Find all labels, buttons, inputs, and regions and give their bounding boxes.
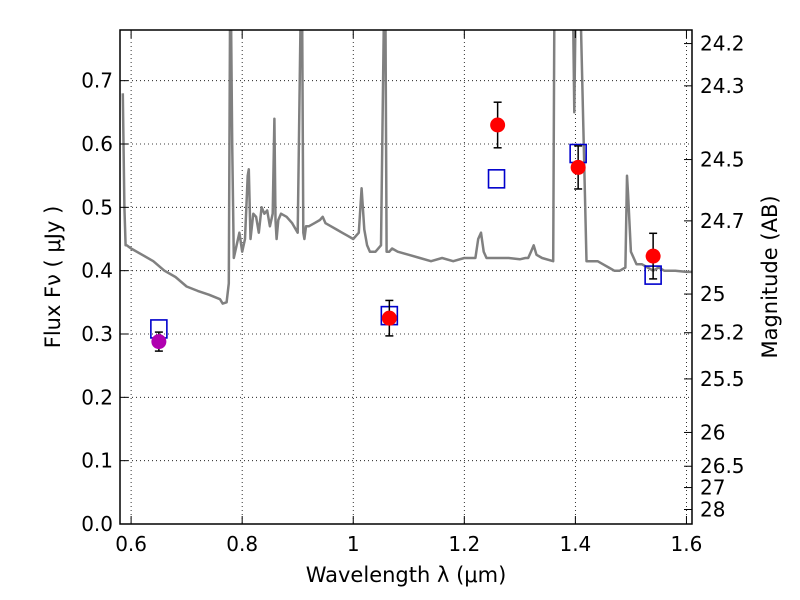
ticks: 0.6 0.8 1 1.2 1.4 1.6 0.0 0.1 0.2 0.3 0.4 0.5 0.6 0.7…: [81, 30, 745, 556]
mag-tick-label: 26: [700, 420, 725, 444]
model-spectrum-line: [121, 30, 692, 305]
mag-tick-label: 27: [700, 476, 725, 500]
observed-flux-point: [490, 117, 506, 133]
mag-tick-label: 25.5: [700, 367, 745, 391]
y-tick-label: 0.6: [81, 132, 113, 156]
x-tick-label: 0.8: [226, 532, 258, 556]
series-layer: [121, 30, 692, 352]
mag-tick-label: 24.5: [700, 148, 745, 172]
x-axis-label: Wavelength λ (μm): [306, 563, 507, 587]
y-tick-label: 0.1: [81, 449, 113, 473]
observed-flux-point: [570, 159, 586, 175]
grid: [120, 30, 692, 525]
y-tick-label: 0.3: [81, 322, 113, 346]
y-axis-label: Flux Fν ( μJy ): [41, 206, 65, 349]
x-tick-label: 1.2: [448, 532, 480, 556]
y-tick-label: 0.5: [81, 195, 113, 219]
y-tick-label: 0.4: [81, 259, 113, 283]
y-tick-label: 0.7: [81, 69, 113, 93]
x-tick-label: 1.4: [559, 532, 591, 556]
right-axis-label: Magnitude (AB): [758, 195, 782, 358]
mag-tick-label: 28: [700, 497, 725, 521]
mag-tick-label: 24.7: [700, 209, 745, 233]
model-square-point: [487, 169, 506, 189]
x-tick-label: 0.6: [115, 532, 147, 556]
mag-tick-label: 25.2: [700, 321, 745, 345]
x-tick-label: 1.6: [671, 532, 703, 556]
mag-tick-label: 25: [700, 282, 725, 306]
mag-tick-label: 24.3: [700, 74, 745, 98]
mag-tick-label: 24.2: [700, 32, 745, 56]
y-tick-label: 0.0: [81, 512, 113, 536]
plot-frame: [119, 29, 693, 525]
x-tick-label: 1: [347, 532, 360, 556]
y-tick-label: 0.2: [81, 385, 113, 409]
plot-area: [121, 30, 692, 352]
observed-flux-point: [381, 310, 397, 326]
observed-flux-point: [151, 334, 167, 350]
observed-flux-point: [645, 248, 661, 264]
mag-tick-label: 26.5: [700, 454, 745, 478]
